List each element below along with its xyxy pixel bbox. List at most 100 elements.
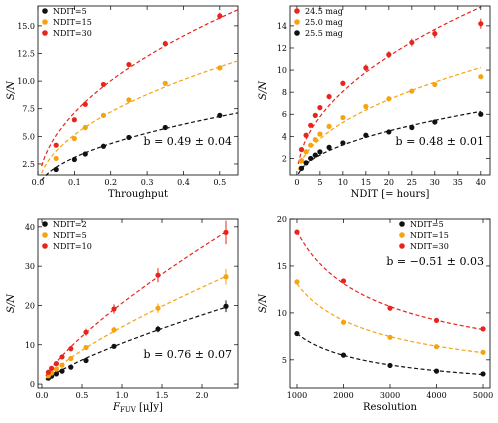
- data-point: [100, 81, 107, 88]
- data-point: [111, 327, 117, 333]
- data-point: [317, 149, 323, 155]
- data-point: [68, 364, 74, 370]
- data-point: [386, 129, 392, 135]
- plot-frame: [289, 218, 491, 389]
- legend-marker: [294, 8, 300, 14]
- legend-label: NDIT=30: [410, 242, 449, 251]
- data-point: [298, 146, 305, 153]
- legend-label: NDIT=5: [53, 231, 87, 240]
- y-tick-label: 12.5: [17, 49, 35, 58]
- data-point: [312, 152, 318, 158]
- data-point: [308, 122, 314, 128]
- y-tick-label: 15: [277, 262, 287, 271]
- x-tick-label: 15: [361, 178, 371, 187]
- legend-label: 24.5 mag: [305, 7, 343, 16]
- data-point: [82, 101, 88, 107]
- data-point: [82, 124, 88, 131]
- data-point: [340, 80, 346, 86]
- data-point: [126, 97, 132, 103]
- series-NDIT=30: [294, 229, 486, 332]
- series-24.5 mag: [297, 6, 484, 165]
- data-point: [433, 368, 440, 374]
- data-point: [217, 65, 223, 71]
- legend-marker: [294, 19, 300, 25]
- y-tick-label: 2.5: [22, 160, 35, 169]
- x-tick-label: 35: [453, 178, 463, 187]
- fit-curve: [296, 230, 484, 331]
- data-point: [303, 160, 309, 166]
- data-point: [340, 114, 346, 121]
- series-NDIT=5: [41, 112, 239, 181]
- y-tick-label: 0: [30, 380, 35, 389]
- data-point: [326, 144, 332, 150]
- legend-label: NDIT=10: [53, 242, 92, 251]
- x-tick-label: 30: [430, 178, 440, 187]
- data-point: [312, 137, 318, 143]
- x-tick-label: 1.0: [116, 391, 129, 400]
- data-point: [340, 319, 347, 325]
- data-point: [82, 151, 88, 157]
- data-point: [59, 362, 65, 368]
- y-axis-title: S/N: [258, 293, 269, 313]
- x-tick-label: 0.5: [76, 391, 89, 400]
- data-point: [155, 272, 161, 278]
- fit-curve: [297, 66, 481, 170]
- y-axis-title: S/N: [258, 80, 269, 100]
- data-point: [83, 357, 89, 364]
- panel-2: 0 5 10 15 20 25 30 35 40 2 4 6 8 10 12 14 NDIT [= hours]…: [258, 5, 491, 200]
- legend-marker: [399, 232, 405, 238]
- data-point: [223, 274, 229, 280]
- data-point: [53, 361, 60, 367]
- data-point: [317, 105, 323, 111]
- legend-marker: [294, 30, 300, 36]
- x-tick-label: 10: [338, 178, 348, 187]
- data-point: [83, 329, 89, 335]
- x-axis-title-main: F: [112, 402, 121, 413]
- fit-curve: [45, 275, 228, 379]
- legend-marker: [42, 19, 48, 25]
- y-tick-label: 4: [282, 132, 287, 141]
- y-axis-title: S/N: [6, 80, 17, 100]
- plot-frame: [37, 5, 239, 176]
- x-axis-title-sub: FUV: [120, 406, 137, 414]
- fit-curve: [41, 60, 239, 174]
- x-tick-label: 2000: [333, 391, 353, 400]
- legend-label: 25.0 mag: [305, 18, 343, 27]
- legend: NDIT=5 NDIT=15 NDIT=30: [42, 7, 92, 38]
- plot-frame: [289, 5, 491, 176]
- data-point: [100, 112, 107, 118]
- x-tick-label: 20: [384, 178, 394, 187]
- data-point: [409, 39, 415, 46]
- legend-marker: [399, 243, 405, 249]
- legend-label: NDIT=2: [53, 220, 87, 229]
- y-tick-label: 40: [25, 223, 35, 232]
- data-point: [480, 326, 486, 332]
- fit-curve: [297, 110, 481, 175]
- data-point: [111, 306, 117, 312]
- fit-annotation: b = 0.76 ± 0.07: [144, 348, 232, 361]
- data-point: [363, 103, 369, 110]
- data-point: [298, 165, 305, 171]
- x-tick-label: 0.1: [68, 178, 81, 187]
- data-point: [223, 229, 229, 235]
- series-NDIT=5: [45, 268, 229, 379]
- series-NDIT=2: [45, 300, 229, 381]
- data-point: [53, 155, 59, 162]
- legend-label: NDIT=5: [53, 7, 87, 16]
- data-point: [162, 40, 168, 47]
- panel-1: 0.0 0.1 0.2 0.3 0.4 0.5 2.5 5.0 7.5 10.0 12.5 15.0 T…: [6, 5, 239, 200]
- x-tick-label: 0.0: [32, 178, 45, 187]
- data-point: [217, 13, 223, 19]
- fit-annotation: b = 0.48 ± 0.01: [396, 135, 484, 148]
- data-point: [478, 21, 484, 27]
- data-point: [478, 74, 484, 80]
- panel-4: 1000 2000 3000 4000 5000 5 10 15 20 Resolution S/N…: [258, 215, 493, 413]
- x-tick-label: 2.0: [196, 391, 209, 400]
- data-point: [155, 326, 161, 332]
- data-point: [53, 142, 59, 148]
- data-point: [432, 81, 438, 88]
- y-tick-label: 14: [277, 22, 287, 31]
- legend-marker: [42, 243, 48, 249]
- x-tick-label: 1.5: [156, 391, 169, 400]
